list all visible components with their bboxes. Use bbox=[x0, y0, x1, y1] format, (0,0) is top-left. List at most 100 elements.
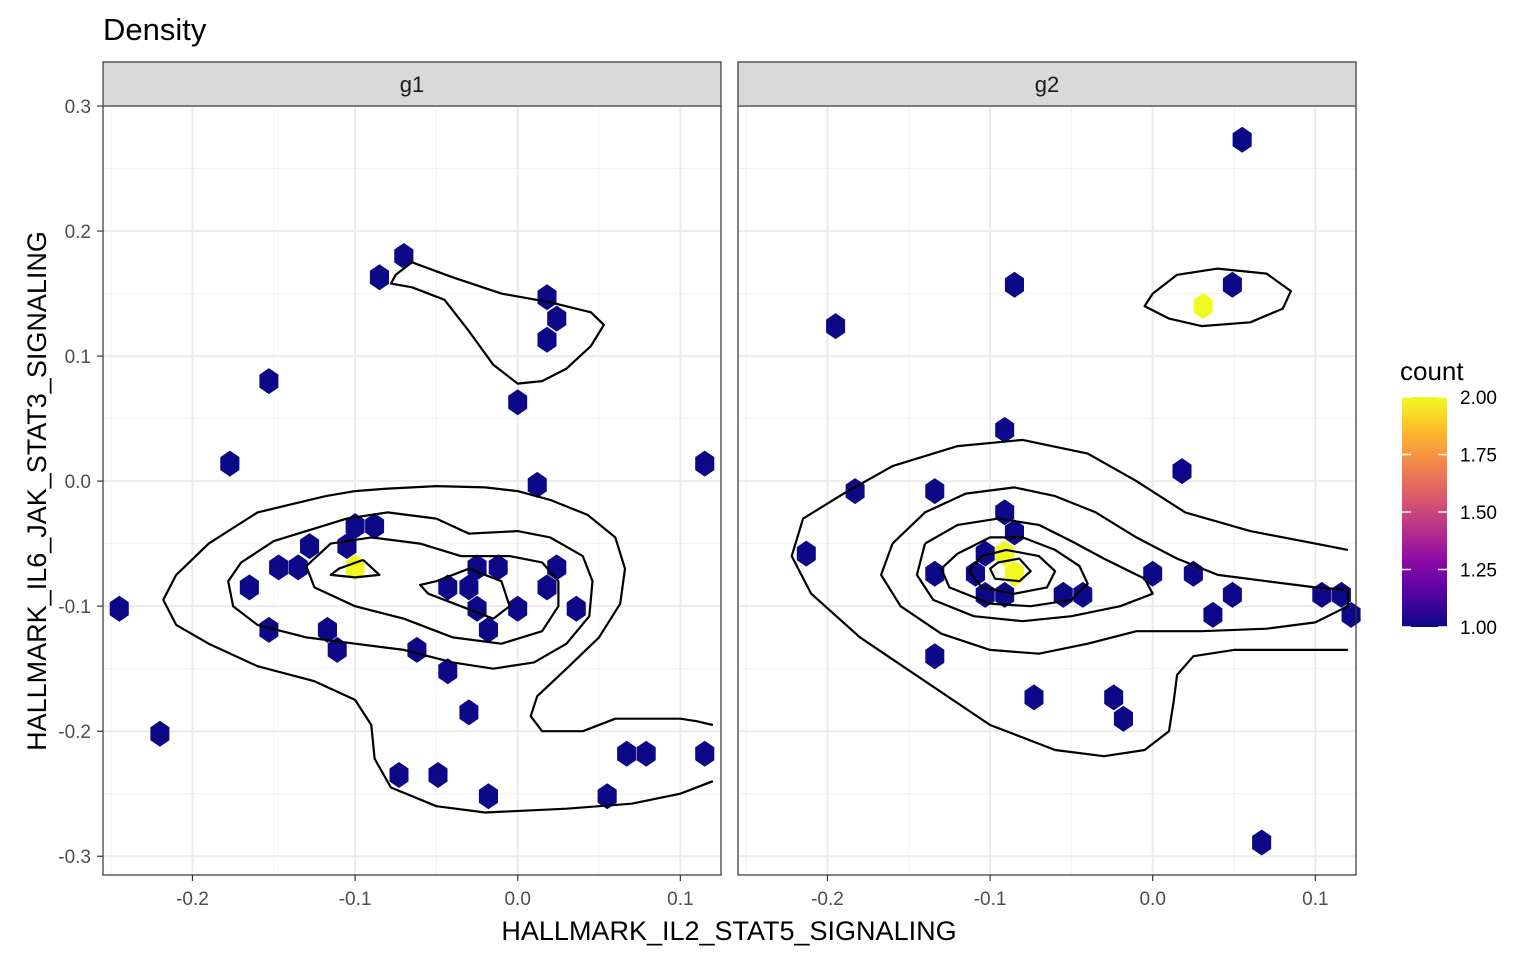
hexbin bbox=[109, 595, 129, 622]
legend-tick-label: 1.25 bbox=[1460, 561, 1497, 582]
facet-panel-g2: g2 bbox=[737, 61, 1361, 876]
contour-line bbox=[325, 485, 714, 733]
x-tick-label: 0.0 bbox=[504, 889, 530, 910]
contour-line bbox=[389, 261, 605, 385]
contour-line bbox=[305, 536, 560, 645]
contour-line bbox=[940, 536, 1089, 608]
y-axis-ticks: -0.3 -0.2 -0.1 0.0 0.1 0.2 0.3 bbox=[58, 97, 103, 868]
hexbin bbox=[1172, 458, 1192, 485]
hexbin bbox=[995, 416, 1015, 443]
hexbin bbox=[327, 636, 347, 663]
x-tick-label: 0.1 bbox=[667, 889, 693, 910]
hexbin bbox=[1193, 293, 1213, 320]
y-tick-label: -0.2 bbox=[58, 722, 91, 743]
hexbin bbox=[508, 595, 528, 622]
hexbin bbox=[478, 783, 498, 810]
hexbin bbox=[1024, 684, 1044, 711]
hexbin bbox=[1004, 519, 1024, 546]
hexbin bbox=[995, 581, 1015, 608]
hexbin bbox=[317, 616, 337, 643]
hexbin bbox=[1113, 705, 1133, 732]
contour-line bbox=[162, 495, 714, 814]
density-contours bbox=[162, 261, 714, 814]
hexbin bbox=[239, 574, 259, 601]
hexbin bbox=[1004, 271, 1024, 298]
hexbin bbox=[220, 450, 240, 477]
chart-title: Density bbox=[103, 12, 207, 47]
hexbin bbox=[617, 740, 637, 767]
hexbin bbox=[459, 574, 479, 601]
contour-line bbox=[967, 548, 1057, 595]
hexbin bbox=[150, 720, 170, 747]
x-tick-label: -0.2 bbox=[811, 889, 844, 910]
density-contours bbox=[790, 267, 1349, 758]
hexbin bbox=[389, 762, 409, 788]
y-tick-label: 0.2 bbox=[65, 222, 91, 243]
hexbin bbox=[975, 540, 995, 567]
contour-line bbox=[915, 517, 1154, 623]
hexbin bbox=[369, 264, 389, 291]
facet-strip-label: g2 bbox=[1035, 72, 1059, 97]
plot-background bbox=[738, 106, 1356, 875]
hexbin bbox=[925, 643, 945, 670]
x-tick-label: -0.2 bbox=[176, 889, 209, 910]
x-tick-label: 0.1 bbox=[1302, 889, 1328, 910]
x-axis-label: HALLMARK_IL2_STAT5_SIGNALING bbox=[501, 916, 956, 946]
hexbin bbox=[547, 305, 567, 332]
hexbin bbox=[438, 658, 458, 685]
facet-strip-label: g1 bbox=[400, 72, 424, 97]
x-tick-label: 0.0 bbox=[1139, 889, 1165, 910]
hexbin bbox=[438, 574, 458, 601]
y-tick-label: 0.1 bbox=[65, 347, 91, 368]
y-tick-label: 0.0 bbox=[65, 472, 91, 493]
hexbin bbox=[269, 554, 289, 581]
hexbin bbox=[259, 368, 279, 395]
hexbin bbox=[508, 389, 528, 416]
hexbin bbox=[365, 513, 385, 540]
contour-line bbox=[989, 557, 1032, 583]
hexbin bbox=[925, 560, 945, 587]
hexbin bbox=[636, 740, 656, 767]
hexbin bbox=[965, 560, 985, 587]
facet-strip bbox=[102, 61, 722, 107]
contour-line bbox=[790, 438, 1349, 758]
x-axis-ticks: -0.2 -0.1 0.0 0.1 -0.2 -0.1 0.0 0.1 bbox=[176, 875, 1329, 910]
hexbin bbox=[459, 699, 479, 726]
contour-line bbox=[1143, 267, 1292, 328]
hexbin bbox=[695, 740, 715, 767]
contour-line bbox=[419, 567, 511, 620]
contour-line bbox=[329, 558, 381, 579]
hexbin bbox=[259, 616, 279, 643]
hexbin bbox=[488, 554, 508, 581]
legend-tick-label: 1.00 bbox=[1460, 618, 1497, 639]
hexbin bbox=[1252, 829, 1272, 856]
hexbin bbox=[345, 513, 365, 540]
x-tick-label: -0.1 bbox=[974, 889, 1007, 910]
hexbin-layer bbox=[109, 243, 715, 810]
facet-panels: -0.3-0.2-0.10.00.10.20.3-0.2 -0.1 0.0 0.1 -0… bbox=[58, 61, 1361, 910]
hexbin bbox=[300, 533, 320, 560]
legend: count 1.00 1.25 1.50 1.75 2.00 bbox=[1400, 356, 1497, 639]
hexbin bbox=[394, 243, 414, 269]
facet-strip bbox=[737, 61, 1357, 107]
hexbin bbox=[796, 540, 816, 567]
y-axis-label: HALLMARK_IL6_JAK_STAT3_SIGNALING bbox=[22, 231, 52, 751]
y-tick-label: -0.3 bbox=[58, 847, 91, 868]
contour-line bbox=[880, 486, 1349, 655]
hexbin bbox=[925, 478, 945, 505]
hexbin bbox=[537, 574, 557, 601]
hexbin bbox=[537, 326, 557, 353]
hexbin-layer bbox=[796, 126, 1361, 856]
hexbin bbox=[826, 313, 846, 340]
hexbin bbox=[1222, 581, 1242, 608]
hexbin bbox=[527, 471, 547, 498]
hexbin bbox=[288, 554, 308, 581]
hexbin bbox=[1073, 581, 1093, 608]
hexbin bbox=[695, 450, 715, 477]
hexbin bbox=[1104, 684, 1124, 711]
y-tick-label: 0.3 bbox=[65, 97, 91, 118]
hexbin bbox=[1143, 560, 1163, 587]
y-tick-label: -0.1 bbox=[58, 597, 91, 618]
hexbin bbox=[407, 636, 427, 663]
